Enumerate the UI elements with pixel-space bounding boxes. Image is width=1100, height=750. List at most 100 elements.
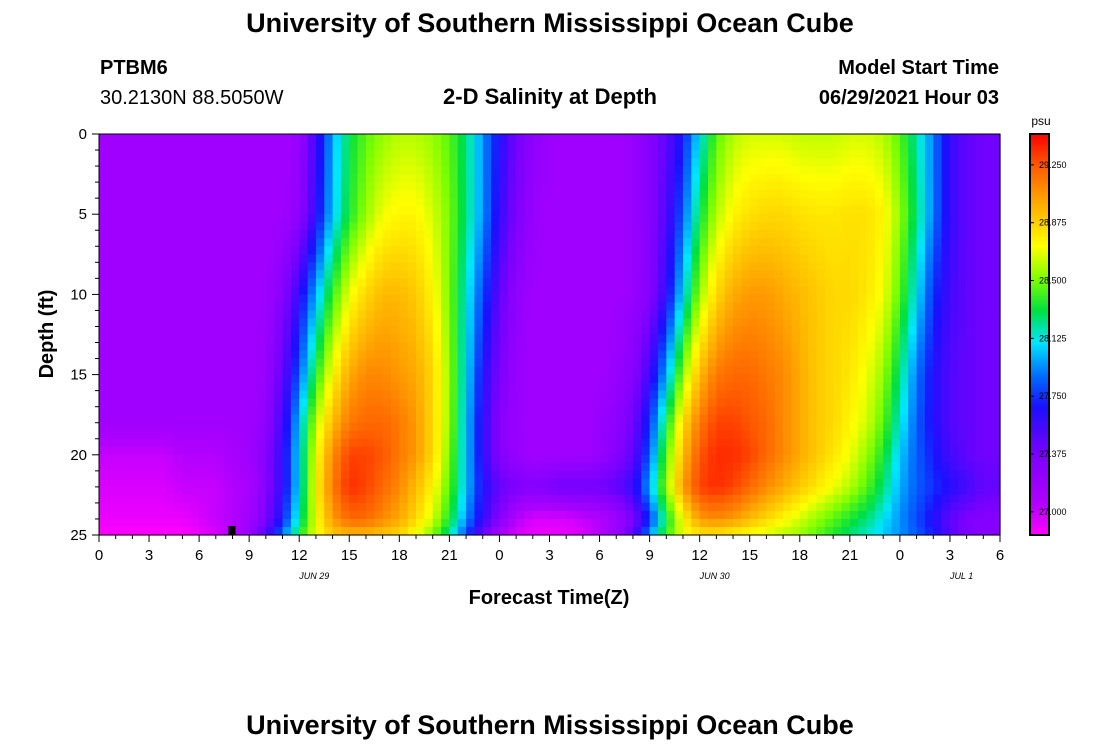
heatmap-cell bbox=[616, 134, 626, 143]
heatmap-cell bbox=[215, 262, 225, 271]
heatmap-cell bbox=[641, 310, 651, 320]
heatmap-cell bbox=[507, 174, 517, 183]
heatmap-cell bbox=[449, 222, 459, 231]
heatmap-cell bbox=[733, 150, 742, 159]
heatmap-cell bbox=[649, 270, 659, 279]
heatmap-cell bbox=[966, 142, 976, 151]
heatmap-cell bbox=[599, 286, 609, 295]
heatmap-cell bbox=[466, 166, 476, 175]
heatmap-cell bbox=[549, 310, 559, 320]
heatmap-cell bbox=[674, 166, 684, 175]
heatmap-cell bbox=[741, 470, 751, 480]
heatmap-cell bbox=[432, 278, 442, 287]
heatmap-cell bbox=[933, 262, 943, 271]
heatmap-cell bbox=[124, 438, 133, 448]
heatmap-cell bbox=[324, 366, 334, 376]
heatmap-cell bbox=[966, 134, 976, 143]
heatmap-cell bbox=[916, 246, 926, 255]
heatmap-cell bbox=[441, 374, 450, 384]
heatmap-cell bbox=[933, 470, 943, 480]
heatmap-cell bbox=[991, 158, 1001, 167]
heatmap-cell bbox=[249, 470, 259, 480]
heatmap-cell bbox=[682, 254, 692, 263]
heatmap-cell bbox=[649, 206, 659, 215]
heatmap-cell bbox=[274, 198, 284, 207]
heatmap-cell bbox=[549, 134, 559, 143]
heatmap-cell bbox=[574, 166, 584, 175]
heatmap-cell bbox=[699, 278, 709, 287]
heatmap-cell bbox=[566, 374, 576, 384]
heatmap-cell bbox=[199, 350, 209, 360]
heatmap-cell bbox=[315, 486, 325, 496]
heatmap-cell bbox=[232, 222, 242, 231]
heatmap-cell bbox=[699, 326, 709, 336]
heatmap-cell bbox=[841, 414, 851, 424]
heatmap-cell bbox=[949, 270, 959, 279]
heatmap-cell bbox=[99, 142, 108, 151]
heatmap-cell bbox=[507, 182, 517, 191]
heatmap-cell bbox=[457, 190, 467, 199]
heatmap-cell bbox=[165, 398, 175, 408]
heatmap-cell bbox=[307, 374, 317, 384]
heatmap-cell bbox=[199, 414, 209, 424]
heatmap-cell bbox=[407, 350, 417, 360]
heatmap-cell bbox=[357, 302, 367, 312]
heatmap-cell bbox=[349, 486, 359, 496]
heatmap-cell bbox=[407, 462, 417, 472]
heatmap-cell bbox=[741, 270, 751, 279]
heatmap-cell bbox=[749, 278, 759, 287]
heatmap-cell bbox=[99, 246, 108, 255]
heatmap-cell bbox=[974, 222, 984, 231]
heatmap-cell bbox=[616, 398, 626, 408]
heatmap-cell bbox=[599, 134, 609, 143]
heatmap-cell bbox=[574, 270, 584, 279]
heatmap-cell bbox=[382, 422, 392, 432]
heatmap-cell bbox=[349, 198, 359, 207]
heatmap-cell bbox=[833, 294, 843, 304]
heatmap-cell bbox=[682, 246, 692, 255]
heatmap-cell bbox=[958, 230, 968, 239]
heatmap-cell bbox=[791, 278, 801, 287]
heatmap-cell bbox=[532, 326, 542, 336]
heatmap-cell bbox=[783, 174, 793, 183]
heatmap-cell bbox=[682, 494, 692, 504]
heatmap-cell bbox=[958, 158, 968, 167]
heatmap-cell bbox=[666, 358, 676, 368]
heatmap-cell bbox=[574, 350, 584, 360]
heatmap-cell bbox=[824, 358, 834, 368]
heatmap-cell bbox=[966, 366, 976, 376]
heatmap-cell bbox=[190, 462, 200, 472]
heatmap-cell bbox=[307, 422, 317, 432]
heatmap-cell bbox=[741, 294, 751, 304]
heatmap-cell bbox=[340, 150, 350, 159]
heatmap-cell bbox=[582, 366, 592, 376]
heatmap-cell bbox=[808, 286, 818, 295]
heatmap-cell bbox=[557, 134, 567, 143]
heatmap-cell bbox=[424, 238, 434, 247]
heatmap-cell bbox=[808, 150, 818, 159]
heatmap-cell bbox=[190, 502, 200, 512]
heatmap-cell bbox=[374, 166, 384, 175]
heatmap-cell bbox=[816, 414, 826, 424]
heatmap-cell bbox=[824, 382, 834, 392]
heatmap-cell bbox=[174, 134, 184, 143]
heatmap-cell bbox=[207, 158, 217, 167]
heatmap-cell bbox=[691, 190, 701, 199]
heatmap-cell bbox=[933, 422, 943, 432]
heatmap-cell bbox=[299, 454, 309, 464]
heatmap-cell bbox=[441, 246, 450, 255]
heatmap-cell bbox=[649, 214, 659, 223]
heatmap-cell bbox=[607, 278, 617, 287]
heatmap-cell bbox=[557, 430, 567, 440]
heatmap-cell bbox=[274, 134, 284, 143]
heatmap-cell bbox=[933, 406, 943, 416]
heatmap-cell bbox=[591, 238, 601, 247]
heatmap-cell bbox=[908, 158, 918, 167]
heatmap-cell bbox=[541, 390, 551, 400]
heatmap-cell bbox=[307, 254, 317, 263]
heatmap-cell bbox=[616, 334, 626, 344]
heatmap-cell bbox=[532, 190, 542, 199]
heatmap-cell bbox=[949, 206, 959, 215]
heatmap-cell bbox=[799, 294, 809, 304]
heatmap-cell bbox=[566, 422, 576, 432]
